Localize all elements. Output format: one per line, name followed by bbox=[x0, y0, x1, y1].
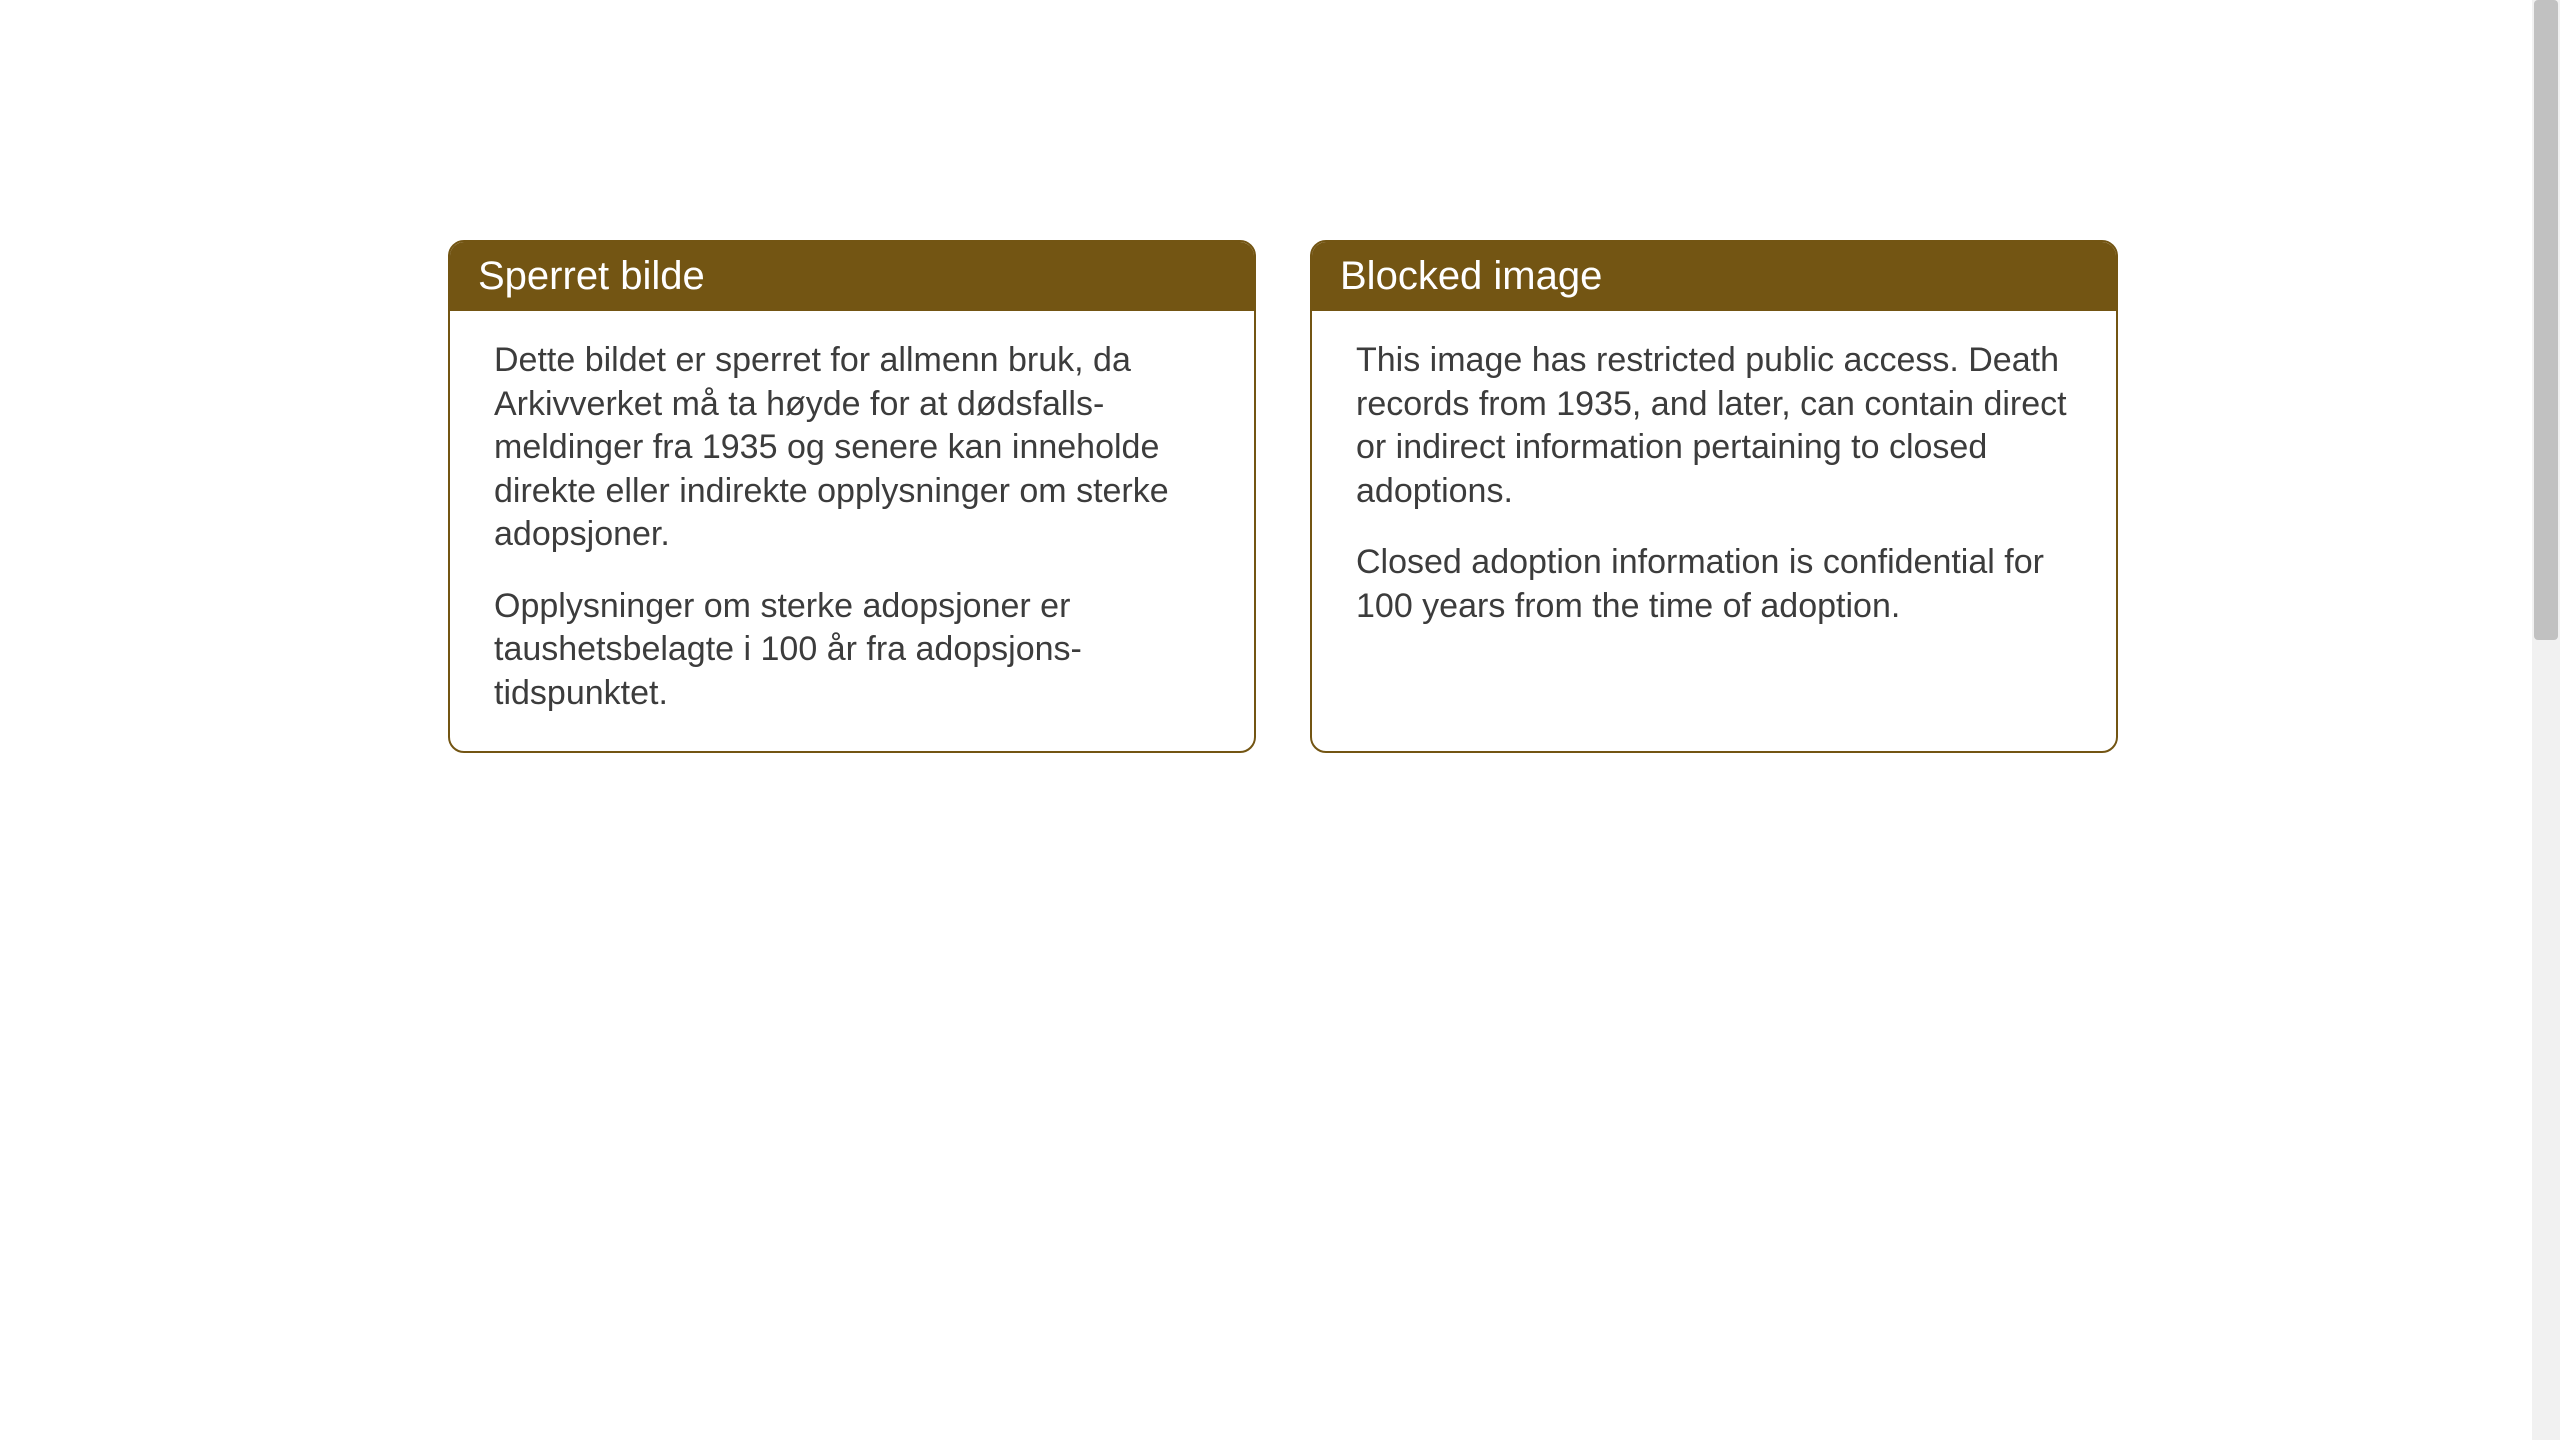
card-title: Sperret bilde bbox=[478, 254, 705, 298]
card-paragraph: Closed adoption information is confident… bbox=[1356, 541, 2072, 628]
scrollbar-track[interactable] bbox=[2532, 0, 2560, 1440]
notice-card-english: Blocked image This image has restricted … bbox=[1310, 240, 2118, 753]
card-paragraph: Dette bildet er sperret for allmenn bruk… bbox=[494, 339, 1210, 557]
card-body: Dette bildet er sperret for allmenn bruk… bbox=[450, 311, 1254, 751]
notice-cards-container: Sperret bilde Dette bildet er sperret fo… bbox=[448, 240, 2118, 753]
scrollbar-thumb[interactable] bbox=[2534, 0, 2558, 640]
card-header: Blocked image bbox=[1312, 242, 2116, 311]
card-paragraph: Opplysninger om sterke adopsjoner er tau… bbox=[494, 585, 1210, 716]
card-header: Sperret bilde bbox=[450, 242, 1254, 311]
card-body: This image has restricted public access.… bbox=[1312, 311, 2116, 719]
notice-card-norwegian: Sperret bilde Dette bildet er sperret fo… bbox=[448, 240, 1256, 753]
card-title: Blocked image bbox=[1340, 254, 1602, 298]
card-paragraph: This image has restricted public access.… bbox=[1356, 339, 2072, 513]
